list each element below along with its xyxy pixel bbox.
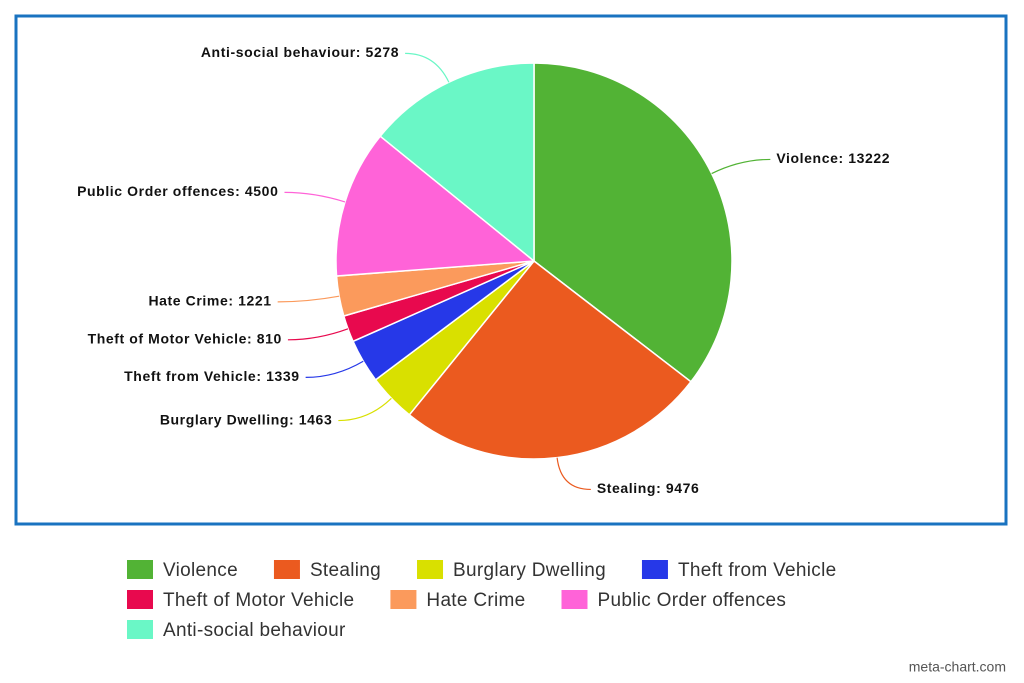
legend-swatch — [390, 590, 417, 609]
data-label: Stealing: 9476 — [597, 480, 700, 496]
legend-item: Theft from Vehicle — [641, 560, 837, 581]
legend-item: Hate Crime — [390, 590, 525, 611]
data-label: Theft from Vehicle: 1339 — [124, 368, 299, 384]
legend-swatch — [127, 560, 153, 579]
label-connector — [405, 52, 450, 83]
data-label: Violence: 13222 — [776, 150, 890, 166]
legend-item: Violence — [127, 560, 238, 581]
legend-label: Anti-social behaviour — [163, 620, 346, 641]
legend-label: Hate Crime — [426, 590, 525, 611]
label-connector — [338, 397, 392, 422]
legend-label: Theft of Motor Vehicle — [163, 590, 354, 611]
pie-slice — [335, 135, 536, 277]
legend-item: Public Order offences — [561, 590, 787, 611]
legend-swatch — [417, 560, 444, 579]
legend-label: Violence — [163, 560, 238, 581]
label-connector — [287, 328, 349, 341]
legend-swatch — [641, 560, 668, 579]
legend-item: Burglary Dwelling — [417, 560, 606, 581]
data-label: Burglary Dwelling: 1463 — [160, 411, 333, 427]
label-connector — [284, 191, 346, 203]
legend-label: Stealing — [310, 560, 381, 581]
legend-swatch — [127, 590, 153, 609]
legend-item: Anti-social behaviour — [127, 620, 346, 641]
pie-slice — [533, 62, 733, 383]
pie-slice — [408, 259, 692, 460]
legend-label: Burglary Dwelling — [453, 560, 606, 581]
legend-swatch — [561, 590, 588, 609]
legend-label: Public Order offences — [598, 590, 787, 611]
label-connector — [277, 295, 340, 303]
legend-label: Theft from Vehicle — [678, 560, 837, 581]
legend-item: Theft of Motor Vehicle — [127, 590, 354, 611]
legend-swatch — [127, 620, 153, 639]
credit: meta-chart.com — [909, 659, 1006, 675]
data-label: Anti-social behaviour: 5278 — [201, 44, 399, 60]
legend-item: Stealing — [273, 560, 381, 581]
label-connector — [556, 457, 591, 491]
data-label: Hate Crime: 1221 — [148, 293, 271, 309]
data-label: Public Order offences: 4500 — [77, 183, 278, 199]
data-label: Theft of Motor Vehicle: 810 — [88, 331, 282, 347]
label-connector — [711, 158, 771, 175]
legend-swatch — [273, 560, 300, 579]
label-connector — [305, 360, 364, 379]
